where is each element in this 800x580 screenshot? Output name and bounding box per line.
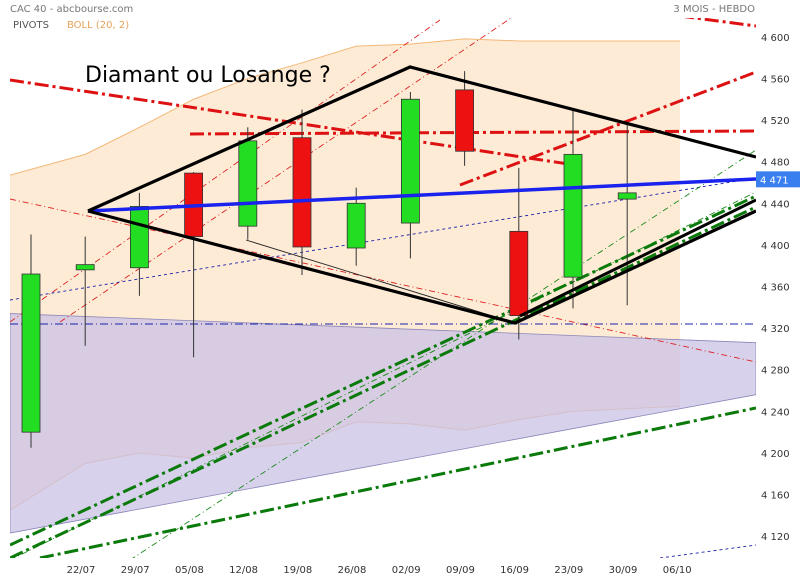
chart-title: CAC 40 - abcbourse.com bbox=[10, 4, 134, 15]
x-tick-label: 09/09 bbox=[446, 565, 475, 576]
x-tick-label: 19/08 bbox=[283, 565, 312, 576]
trend-line-blue bbox=[87, 177, 756, 213]
x-tick-label: 26/08 bbox=[338, 565, 367, 576]
x-tick-label: 12/08 bbox=[229, 565, 258, 576]
y-tick-label: 4 560 bbox=[761, 74, 790, 85]
diamond-lower-edges bbox=[87, 209, 756, 325]
support-thin-line bbox=[245, 239, 516, 324]
candle-body bbox=[455, 89, 475, 152]
x-tick-label: 23/09 bbox=[554, 565, 583, 576]
diamond-breakout-line bbox=[519, 198, 756, 318]
y-tick-label: 4 400 bbox=[761, 241, 790, 252]
x-tick-label: 29/07 bbox=[121, 565, 150, 576]
x-tick-label: 16/09 bbox=[500, 565, 529, 576]
support-line-green-1 bbox=[10, 194, 756, 547]
y-tick-label: 4 360 bbox=[761, 283, 790, 294]
legend-bollinger: BOLL (20, 2) bbox=[67, 20, 130, 31]
channel-line-red-upper-2 bbox=[59, 18, 512, 323]
x-tick-label: 30/09 bbox=[609, 565, 638, 576]
y-tick-label: 4 200 bbox=[761, 449, 790, 460]
y-tick-label: 4 280 bbox=[761, 366, 790, 377]
candle-body bbox=[509, 230, 529, 317]
candle-body bbox=[75, 264, 95, 271]
support-line-green-3 bbox=[39, 406, 756, 558]
y-tick-label: 4 520 bbox=[761, 116, 790, 127]
trend-line-blue-dashed-lower bbox=[659, 544, 756, 558]
diamond-upper-edges bbox=[87, 65, 756, 213]
candle-body bbox=[346, 202, 366, 249]
chart-period: 3 MOIS - HEBDO bbox=[673, 4, 755, 15]
last-price-label: 4 471 bbox=[760, 175, 789, 186]
chart-annotation: Diamant ou Losange ? bbox=[85, 63, 331, 88]
plot-area: Diamant ou Losange ? bbox=[10, 18, 756, 558]
y-tick-label: 4 480 bbox=[761, 158, 790, 169]
resistance-line-red-top bbox=[683, 18, 756, 28]
candle-body bbox=[617, 192, 637, 200]
y-tick-label: 4 160 bbox=[761, 491, 790, 502]
channel-line-red-upper-1 bbox=[10, 19, 441, 323]
candle-body bbox=[292, 137, 312, 248]
y-tick-label: 4 120 bbox=[761, 532, 790, 543]
candle-body bbox=[400, 98, 420, 224]
candle-body bbox=[563, 153, 583, 278]
channel-line-red-lower bbox=[10, 198, 756, 363]
x-tick-label: 22/07 bbox=[67, 565, 96, 576]
x-tick-label: 06/10 bbox=[663, 565, 692, 576]
x-tick-label: 02/09 bbox=[392, 565, 421, 576]
y-tick-label: 4 600 bbox=[761, 33, 790, 44]
y-tick-label: 4 440 bbox=[761, 199, 790, 210]
resistance-line-red-sloped bbox=[10, 78, 576, 167]
bollinger-upper-line bbox=[10, 38, 680, 176]
y-tick-label: 4 240 bbox=[761, 407, 790, 418]
pivot-zone bbox=[10, 313, 756, 534]
candle-body bbox=[238, 140, 258, 227]
support-line-green-2 bbox=[10, 205, 756, 558]
candle-body bbox=[129, 205, 149, 269]
last-price-badge bbox=[756, 171, 800, 188]
x-tick-label: 05/08 bbox=[175, 565, 204, 576]
legend-pivots: PIVOTS bbox=[13, 20, 49, 31]
resistance-line-red-rising bbox=[459, 70, 756, 187]
candle-body bbox=[21, 273, 41, 433]
y-tick-label: 4 320 bbox=[761, 324, 790, 335]
